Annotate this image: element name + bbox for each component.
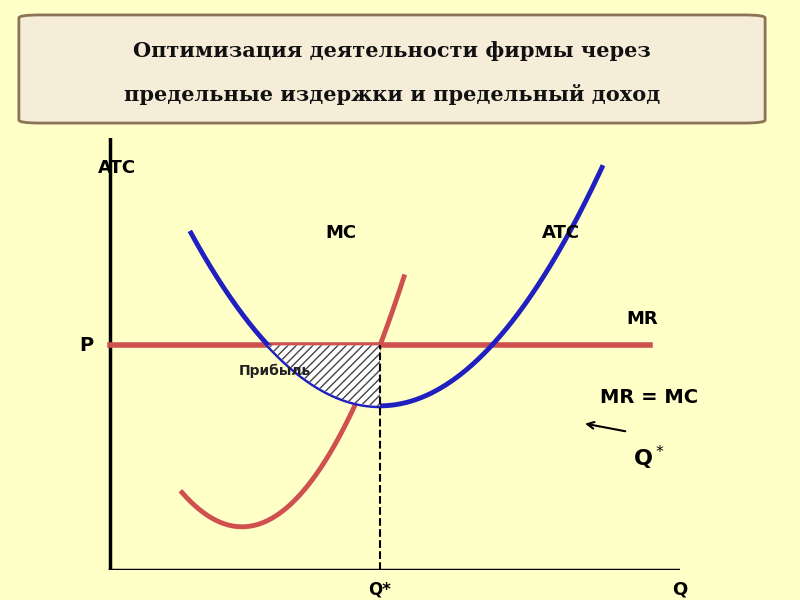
FancyBboxPatch shape [19, 15, 765, 123]
Text: ATC: ATC [98, 159, 136, 177]
Text: Прибыль: Прибыль [239, 364, 311, 379]
Text: ATC: ATC [542, 224, 580, 242]
Text: MC: MC [326, 224, 357, 242]
Text: Q$^*$: Q$^*$ [633, 443, 665, 472]
Text: MR = MC: MR = MC [600, 388, 698, 407]
Text: предельные издержки и предельный доход: предельные издержки и предельный доход [124, 84, 660, 105]
Text: P: P [79, 336, 93, 355]
Text: Оптимизация деятельности фирмы через: Оптимизация деятельности фирмы через [133, 41, 651, 61]
Text: Q*: Q* [369, 580, 391, 598]
Text: Q: Q [672, 580, 688, 598]
Text: MR: MR [626, 310, 658, 328]
